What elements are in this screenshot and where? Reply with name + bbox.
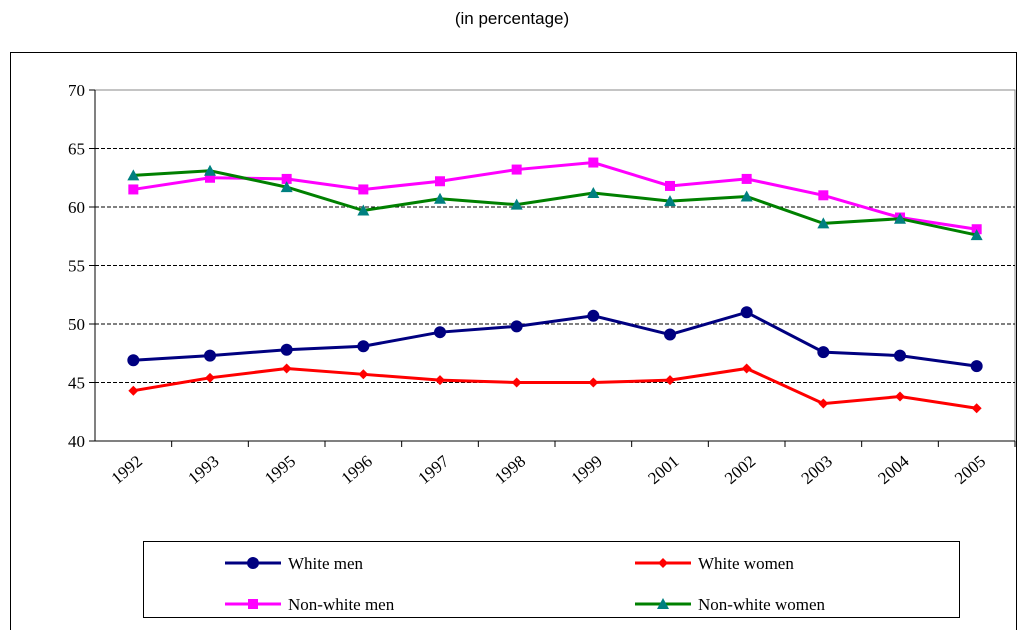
marker — [434, 326, 446, 339]
marker — [741, 173, 752, 184]
marker — [587, 309, 600, 322]
y-tick-label: 65 — [68, 140, 85, 159]
y-tick-label: 40 — [68, 432, 85, 451]
marker — [665, 180, 675, 191]
x-tick-label: 1996 — [338, 452, 376, 488]
marker — [664, 328, 676, 341]
legend-box — [143, 541, 960, 618]
marker — [434, 192, 446, 204]
marker — [817, 217, 830, 229]
y-tick-label: 70 — [68, 81, 85, 100]
x-tick-label: 1992 — [108, 452, 146, 488]
marker — [204, 349, 216, 362]
plot-border — [95, 89, 1016, 441]
marker — [817, 346, 830, 359]
x-tick-label: 2005 — [951, 452, 989, 488]
marker — [970, 360, 983, 373]
x-tick-label: 2002 — [721, 452, 759, 488]
x-tick-label: 1993 — [184, 452, 222, 488]
x-tick-label: 1997 — [414, 451, 453, 488]
marker — [358, 184, 369, 195]
x-tick-label: 2004 — [874, 451, 913, 488]
marker — [128, 184, 139, 195]
marker — [357, 340, 370, 353]
legend-marker — [247, 557, 259, 569]
marker — [971, 403, 982, 414]
chart-title: (in percentage) — [455, 9, 569, 28]
y-tick-label: 60 — [68, 198, 85, 217]
marker — [127, 169, 140, 181]
legend-marker — [248, 599, 258, 609]
marker — [588, 377, 599, 388]
marker — [128, 385, 139, 396]
series-line — [133, 366, 977, 410]
x-tick-label: 1999 — [568, 452, 606, 488]
x-tick-label: 1995 — [261, 452, 299, 488]
marker — [205, 172, 215, 183]
series-line — [133, 161, 977, 231]
marker — [281, 363, 292, 374]
x-tick-label: 1998 — [491, 452, 529, 488]
marker — [127, 354, 140, 367]
marker — [740, 190, 753, 202]
y-tick-label: 45 — [68, 374, 85, 393]
marker — [511, 377, 522, 388]
y-tick-label: 50 — [68, 315, 85, 334]
legend-marker — [658, 558, 668, 568]
marker — [435, 176, 445, 187]
legend-label: Non-white women — [698, 595, 826, 614]
series-line — [133, 169, 977, 237]
marker — [510, 320, 523, 333]
marker — [818, 398, 829, 409]
marker — [970, 229, 983, 241]
x-tick-label: 2003 — [798, 452, 836, 488]
marker — [435, 375, 445, 386]
legend-label: White women — [698, 554, 794, 573]
marker — [587, 186, 600, 198]
legend-marker — [657, 598, 669, 609]
marker — [357, 204, 370, 216]
marker — [358, 369, 369, 380]
marker — [510, 198, 523, 210]
marker — [205, 372, 215, 383]
marker — [588, 157, 599, 168]
marker — [665, 375, 675, 386]
marker — [895, 391, 905, 402]
marker — [740, 306, 753, 319]
marker — [204, 164, 216, 176]
x-tick-label: 2001 — [644, 452, 682, 488]
y-tick-label: 55 — [68, 257, 85, 276]
marker — [894, 212, 906, 224]
legend-label: Non-white men — [288, 595, 395, 614]
marker — [281, 173, 292, 184]
legend-label: White men — [288, 554, 364, 573]
marker — [280, 343, 293, 356]
marker — [741, 363, 752, 374]
marker — [511, 164, 522, 175]
marker — [280, 181, 293, 193]
marker — [894, 349, 906, 362]
marker — [818, 190, 829, 201]
series-line — [133, 310, 977, 368]
marker — [664, 195, 676, 207]
chart-frame — [10, 52, 1017, 630]
